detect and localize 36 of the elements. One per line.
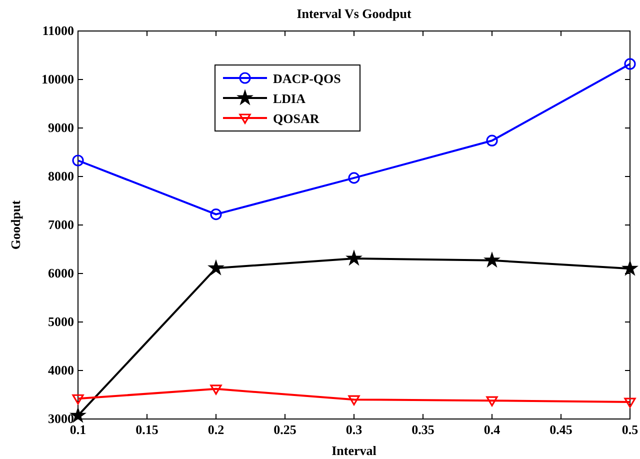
legend-label: DACP-QOS — [273, 71, 341, 86]
x-tick-label: 0.45 — [550, 422, 573, 437]
point — [348, 172, 360, 184]
point — [486, 134, 498, 146]
x-tick-label: 0.2 — [208, 422, 224, 437]
chart-title: Interval Vs Goodput — [296, 6, 412, 21]
y-tick-label: 5000 — [48, 314, 74, 329]
point — [348, 395, 360, 406]
point — [624, 58, 636, 70]
x-axis-title: Interval — [332, 443, 377, 458]
y-tick-label: 7000 — [48, 217, 74, 232]
y-axis-title: Goodput — [8, 200, 23, 250]
point — [208, 260, 224, 275]
y-tick-label: 11000 — [42, 23, 74, 38]
point — [624, 398, 636, 408]
x-tick-label: 0.4 — [484, 422, 501, 437]
x-tick-label: 0.25 — [274, 422, 297, 437]
x-tick-label: 0.15 — [136, 422, 159, 437]
x-tick-label: 0.35 — [412, 422, 435, 437]
point — [484, 252, 500, 267]
point — [72, 154, 84, 166]
x-tick-label: 0.5 — [622, 422, 639, 437]
point — [210, 208, 222, 220]
y-tick-label: 6000 — [48, 266, 74, 280]
point — [486, 396, 498, 406]
legend-label: LDIA — [273, 91, 306, 106]
y-tick-label: 8000 — [48, 168, 74, 184]
y-tick-label: 4000 — [48, 362, 74, 378]
point — [346, 250, 362, 265]
y-tick-label: 10000 — [42, 72, 74, 86]
x-tick-label: 0.3 — [346, 422, 363, 437]
point — [72, 394, 84, 404]
point — [622, 260, 638, 276]
y-tick-label: 9000 — [48, 120, 74, 135]
legend-label: QOSAR — [273, 111, 320, 126]
point — [210, 384, 222, 395]
